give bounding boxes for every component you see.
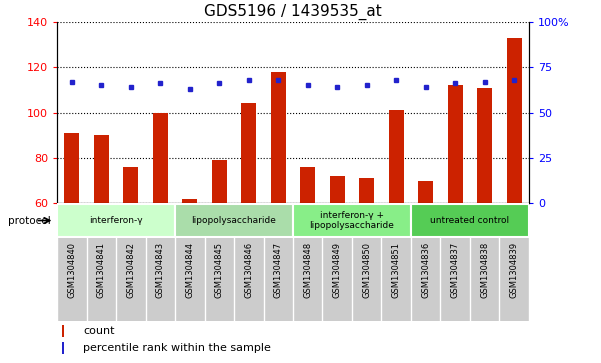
Text: GSM1304842: GSM1304842 xyxy=(126,242,135,298)
Text: interferon-γ +
lipopolysaccharide: interferon-γ + lipopolysaccharide xyxy=(310,211,394,230)
Text: GSM1304839: GSM1304839 xyxy=(510,242,519,298)
Text: lipopolysaccharide: lipopolysaccharide xyxy=(192,216,276,225)
Bar xyxy=(57,204,175,237)
Bar xyxy=(507,38,522,339)
Text: GSM1304838: GSM1304838 xyxy=(480,242,489,298)
Text: interferon-γ: interferon-γ xyxy=(90,216,143,225)
Bar xyxy=(183,199,197,339)
Bar xyxy=(64,133,79,339)
Text: count: count xyxy=(83,326,115,335)
Text: GSM1304850: GSM1304850 xyxy=(362,242,371,298)
Text: GSM1304836: GSM1304836 xyxy=(421,242,430,298)
Bar xyxy=(477,87,492,339)
Text: GSM1304849: GSM1304849 xyxy=(333,242,342,298)
Bar xyxy=(330,176,344,339)
Bar xyxy=(411,204,529,237)
Bar xyxy=(271,72,285,339)
Bar xyxy=(62,325,64,337)
Text: GSM1304851: GSM1304851 xyxy=(392,242,401,298)
Text: GSM1304844: GSM1304844 xyxy=(185,242,194,298)
Bar xyxy=(62,342,64,354)
Text: protocol: protocol xyxy=(8,216,51,225)
Text: GSM1304841: GSM1304841 xyxy=(97,242,106,298)
Text: GSM1304837: GSM1304837 xyxy=(451,242,460,298)
Bar xyxy=(212,160,227,339)
Bar xyxy=(300,167,315,339)
Bar xyxy=(418,180,433,339)
Bar xyxy=(123,167,138,339)
Bar xyxy=(175,204,293,237)
Text: GSM1304846: GSM1304846 xyxy=(244,242,253,298)
Bar xyxy=(242,103,256,339)
Text: GSM1304848: GSM1304848 xyxy=(304,242,313,298)
Title: GDS5196 / 1439535_at: GDS5196 / 1439535_at xyxy=(204,4,382,20)
Text: GSM1304847: GSM1304847 xyxy=(273,242,282,298)
Bar xyxy=(359,178,374,339)
Bar xyxy=(293,204,411,237)
Bar xyxy=(94,135,109,339)
Text: GSM1304845: GSM1304845 xyxy=(215,242,224,298)
Bar xyxy=(448,85,463,339)
Text: percentile rank within the sample: percentile rank within the sample xyxy=(83,343,271,353)
Text: untreated control: untreated control xyxy=(430,216,510,225)
Text: GSM1304843: GSM1304843 xyxy=(156,242,165,298)
Text: GSM1304840: GSM1304840 xyxy=(67,242,76,298)
Bar xyxy=(389,110,403,339)
Bar xyxy=(153,113,168,339)
